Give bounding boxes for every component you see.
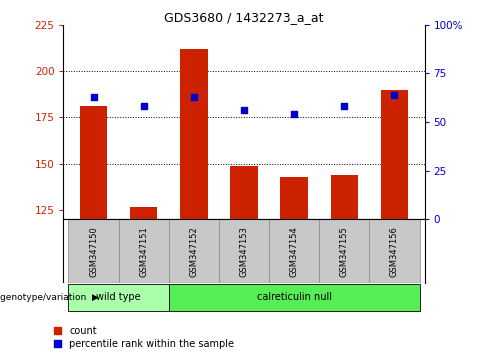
Bar (269, 219, 319, 283)
Text: GSM347153: GSM347153 (240, 226, 248, 277)
Bar (369, 219, 420, 283)
Text: wild type: wild type (96, 292, 141, 302)
Text: GSM347156: GSM347156 (390, 226, 399, 277)
Bar (80, 106, 107, 219)
Text: GSM347155: GSM347155 (340, 226, 349, 277)
Text: GSM347151: GSM347151 (139, 226, 148, 277)
Bar (68, 284, 169, 311)
Bar (119, 219, 169, 283)
Bar (68, 219, 119, 283)
Point (341, 103, 348, 109)
Text: GSM347152: GSM347152 (189, 226, 198, 277)
Point (90, 94, 98, 100)
Bar (219, 219, 269, 283)
Bar (169, 284, 420, 311)
Title: GDS3680 / 1432273_a_at: GDS3680 / 1432273_a_at (164, 11, 324, 24)
Point (240, 107, 248, 113)
Text: GSM347154: GSM347154 (290, 226, 299, 277)
Text: calreticulin null: calreticulin null (257, 292, 332, 302)
Bar (281, 177, 308, 219)
Text: genotype/variation  ▶: genotype/variation ▶ (0, 293, 99, 302)
Point (140, 103, 147, 109)
Legend: count, percentile rank within the sample: count, percentile rank within the sample (54, 326, 234, 349)
Bar (330, 175, 358, 219)
Point (290, 111, 298, 116)
Bar (230, 166, 258, 219)
Bar (319, 219, 369, 283)
Point (190, 94, 198, 100)
Bar (130, 206, 158, 219)
Bar (180, 49, 207, 219)
Text: GSM347150: GSM347150 (89, 226, 98, 277)
Bar (169, 219, 219, 283)
Point (390, 92, 398, 98)
Bar (381, 90, 408, 219)
